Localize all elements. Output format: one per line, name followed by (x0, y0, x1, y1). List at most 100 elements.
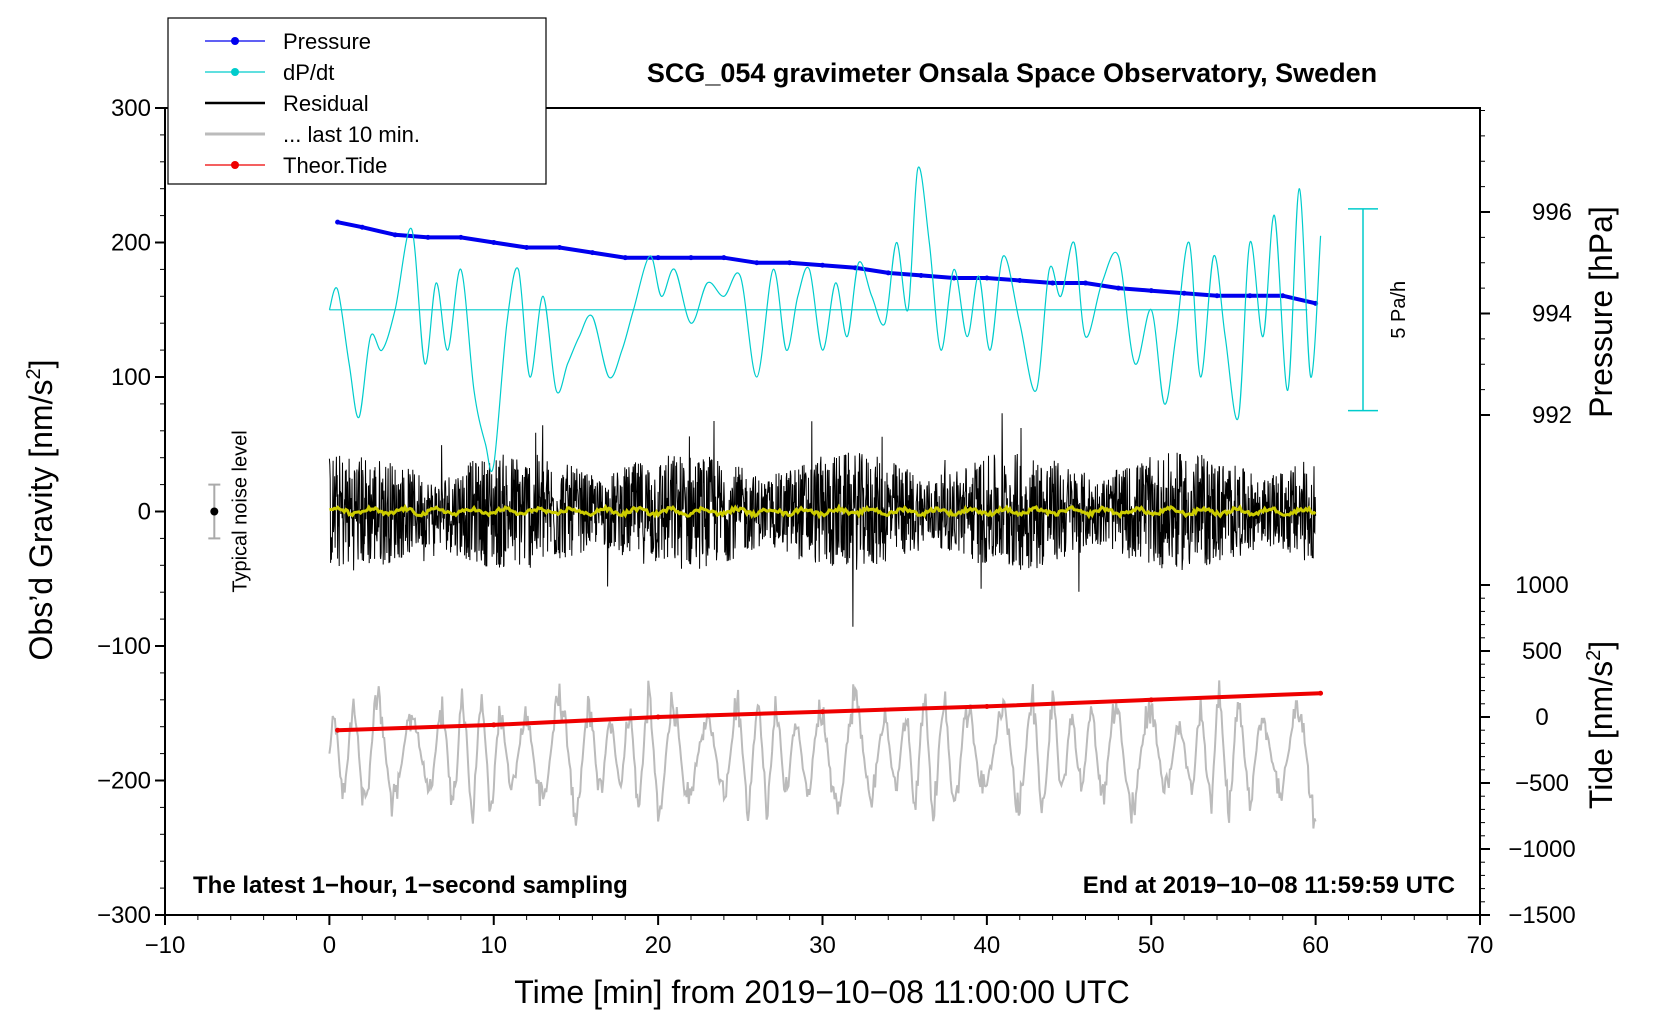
legend-marker-0 (231, 37, 239, 45)
series-pressure-point (754, 260, 760, 266)
pressure-tick-label: 996 (1532, 199, 1572, 226)
series-pressure (337, 220, 1317, 306)
series-theor-tide-point (335, 727, 341, 733)
series-pressure-point (589, 250, 595, 256)
series-pressure-point (885, 270, 891, 276)
series-pressure-point (1181, 290, 1187, 296)
series-pressure-point (359, 224, 365, 230)
series-dp-dt (328, 166, 1322, 473)
series-pressure-point (787, 260, 793, 266)
chart-title: SCG_054 gravimeter Onsala Space Observat… (647, 58, 1377, 88)
series-pressure-point (425, 234, 431, 240)
series-pressure-point (458, 234, 464, 240)
series-residual (328, 413, 1317, 627)
series-pressure-point (1083, 280, 1088, 286)
noise-marker: Typical noise level (208, 430, 251, 593)
series-pressure-point (918, 272, 924, 278)
y-left-tick-label: −300 (97, 902, 151, 929)
tide-label-sup: 2 (1583, 650, 1605, 661)
series-pressure-point (1017, 278, 1023, 284)
series-pressure-point (557, 245, 562, 251)
series-pressure-point (1115, 285, 1121, 291)
y-left-axis-ticks: 300 200 100 0 −100 −200 −300 (97, 95, 165, 929)
x-tick-label: 0 (323, 932, 336, 959)
series-pressure-point (721, 255, 727, 261)
tide-tick-label: 500 (1522, 638, 1562, 665)
y-left-label-main: Obs’d Gravity [nm/s (23, 380, 59, 661)
series-last-10-min (328, 680, 1317, 829)
series-pressure-point (1247, 293, 1253, 299)
tide-label-close: ] (1583, 641, 1619, 650)
y-left-axis-label: Obs’d Gravity [nm/s2] (23, 360, 59, 661)
series-theor-tide-point (984, 703, 990, 709)
y-left-label-sup: 2 (23, 368, 45, 379)
series-residual-smoothed (329, 503, 1317, 520)
x-tick-label: 40 (974, 932, 1001, 959)
pressure-tick-label: 992 (1532, 402, 1572, 429)
series-pressure-point (1050, 280, 1056, 286)
tide-axis-ticks: 1000 500 0 −500 −1000 −1500 (1480, 572, 1576, 929)
y-left-tick-label: −100 (97, 633, 151, 660)
x-tick-label: 30 (809, 932, 836, 959)
y-left-tick-label: 100 (111, 364, 151, 391)
series-pressure-point (622, 255, 628, 261)
x-axis-ticks: −10 0 10 20 30 40 50 60 70 (145, 915, 1494, 959)
series-pressure-point (392, 232, 398, 238)
noise-marker-label: Typical noise level (229, 430, 251, 592)
y-left-tick-label: 300 (111, 95, 151, 122)
series-pressure-point (655, 255, 661, 261)
tide-tick-label: −1000 (1508, 836, 1575, 863)
pressure-tick-label: 994 (1532, 301, 1572, 328)
legend-label-1: dP/dt (283, 60, 334, 85)
legend-marker-4 (231, 161, 239, 169)
tide-tick-label: −500 (1515, 770, 1569, 797)
series-theor-tide-point (491, 722, 497, 728)
series-theor-tide-point (1318, 690, 1324, 696)
pressure-axis-label: Pressure [hPa] (1583, 206, 1619, 418)
series-pressure-point (1214, 293, 1220, 299)
series-pressure-point (335, 219, 341, 225)
y-left-tick-label: 200 (111, 230, 151, 257)
series-pressure-point (984, 275, 990, 281)
y-left-tick-label: −200 (97, 768, 151, 795)
series-layer (328, 166, 1324, 829)
legend-label-0: Pressure (283, 29, 371, 54)
x-tick-label: 70 (1467, 932, 1494, 959)
legend-marker-1 (231, 68, 239, 76)
series-pressure-point (1148, 288, 1154, 294)
y-left-tick-label: 0 (138, 499, 151, 526)
series-theor-tide-point (655, 714, 661, 720)
note-sampling: The latest 1−hour, 1−second sampling (193, 872, 628, 899)
x-tick-label: 20 (645, 932, 672, 959)
tide-label-main: Tide [nm/s (1583, 661, 1619, 809)
series-pressure-point (1280, 293, 1286, 299)
pressure-axis-ticks: 996 994 992 (1480, 110, 1572, 429)
note-end-time: End at 2019−10−08 11:59:59 UTC (1083, 872, 1455, 899)
x-tick-label: 50 (1138, 932, 1165, 959)
y-left-label-close: ] (23, 360, 59, 369)
legend: Pressure dP/dt Residual ... last 10 min. The… (167, 17, 547, 185)
legend-label-2: Residual (283, 91, 369, 116)
series-pressure-point (524, 245, 530, 251)
series-pressure-point (820, 262, 825, 268)
x-tick-label: −10 (145, 932, 186, 959)
x-tick-label: 60 (1302, 932, 1329, 959)
tide-tick-label: 1000 (1515, 572, 1568, 599)
scale-bar-label: 5 Pa/h (1388, 281, 1410, 339)
x-tick-label: 10 (480, 932, 507, 959)
series-pressure-point (688, 255, 694, 261)
dpdt-scale-bar: 5 Pa/h (1348, 208, 1410, 412)
legend-box (167, 17, 547, 185)
series-theor-tide (337, 691, 1321, 733)
tide-axis-label: Tide [nm/s2] (1583, 641, 1619, 809)
series-theor-tide-point (1148, 697, 1154, 703)
series-theor-tide-point (820, 709, 825, 715)
tide-tick-label: −1500 (1508, 902, 1575, 929)
x-axis-label: Time [min] from 2019−10−08 11:00:00 UTC (514, 974, 1129, 1010)
legend-label-4: Theor.Tide (283, 153, 387, 178)
noise-marker-dot (210, 507, 219, 516)
series-pressure-point (491, 239, 497, 245)
series-pressure-point (951, 275, 957, 281)
tide-tick-label: 0 (1535, 704, 1548, 731)
